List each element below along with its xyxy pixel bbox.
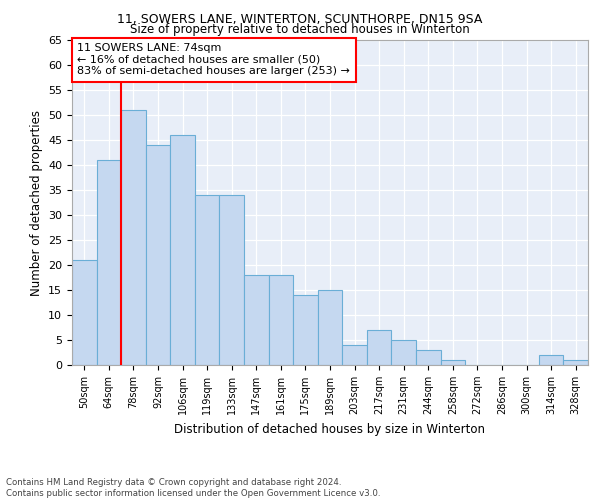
Bar [195,195,220,365]
X-axis label: Distribution of detached houses by size in Winterton: Distribution of detached houses by size … [175,422,485,436]
Bar [97,160,121,365]
Bar [170,135,195,365]
Bar [563,360,588,365]
Bar [269,275,293,365]
Text: 11, SOWERS LANE, WINTERTON, SCUNTHORPE, DN15 9SA: 11, SOWERS LANE, WINTERTON, SCUNTHORPE, … [118,12,482,26]
Bar [220,195,244,365]
Text: Contains HM Land Registry data © Crown copyright and database right 2024.
Contai: Contains HM Land Registry data © Crown c… [6,478,380,498]
Bar [391,340,416,365]
Bar [342,345,367,365]
Bar [440,360,465,365]
Bar [367,330,391,365]
Bar [146,145,170,365]
Bar [318,290,342,365]
Bar [416,350,440,365]
Bar [244,275,269,365]
Bar [121,110,146,365]
Text: Size of property relative to detached houses in Winterton: Size of property relative to detached ho… [130,22,470,36]
Bar [72,260,97,365]
Bar [293,295,318,365]
Bar [539,355,563,365]
Text: 11 SOWERS LANE: 74sqm
← 16% of detached houses are smaller (50)
83% of semi-deta: 11 SOWERS LANE: 74sqm ← 16% of detached … [77,44,350,76]
Y-axis label: Number of detached properties: Number of detached properties [29,110,43,296]
